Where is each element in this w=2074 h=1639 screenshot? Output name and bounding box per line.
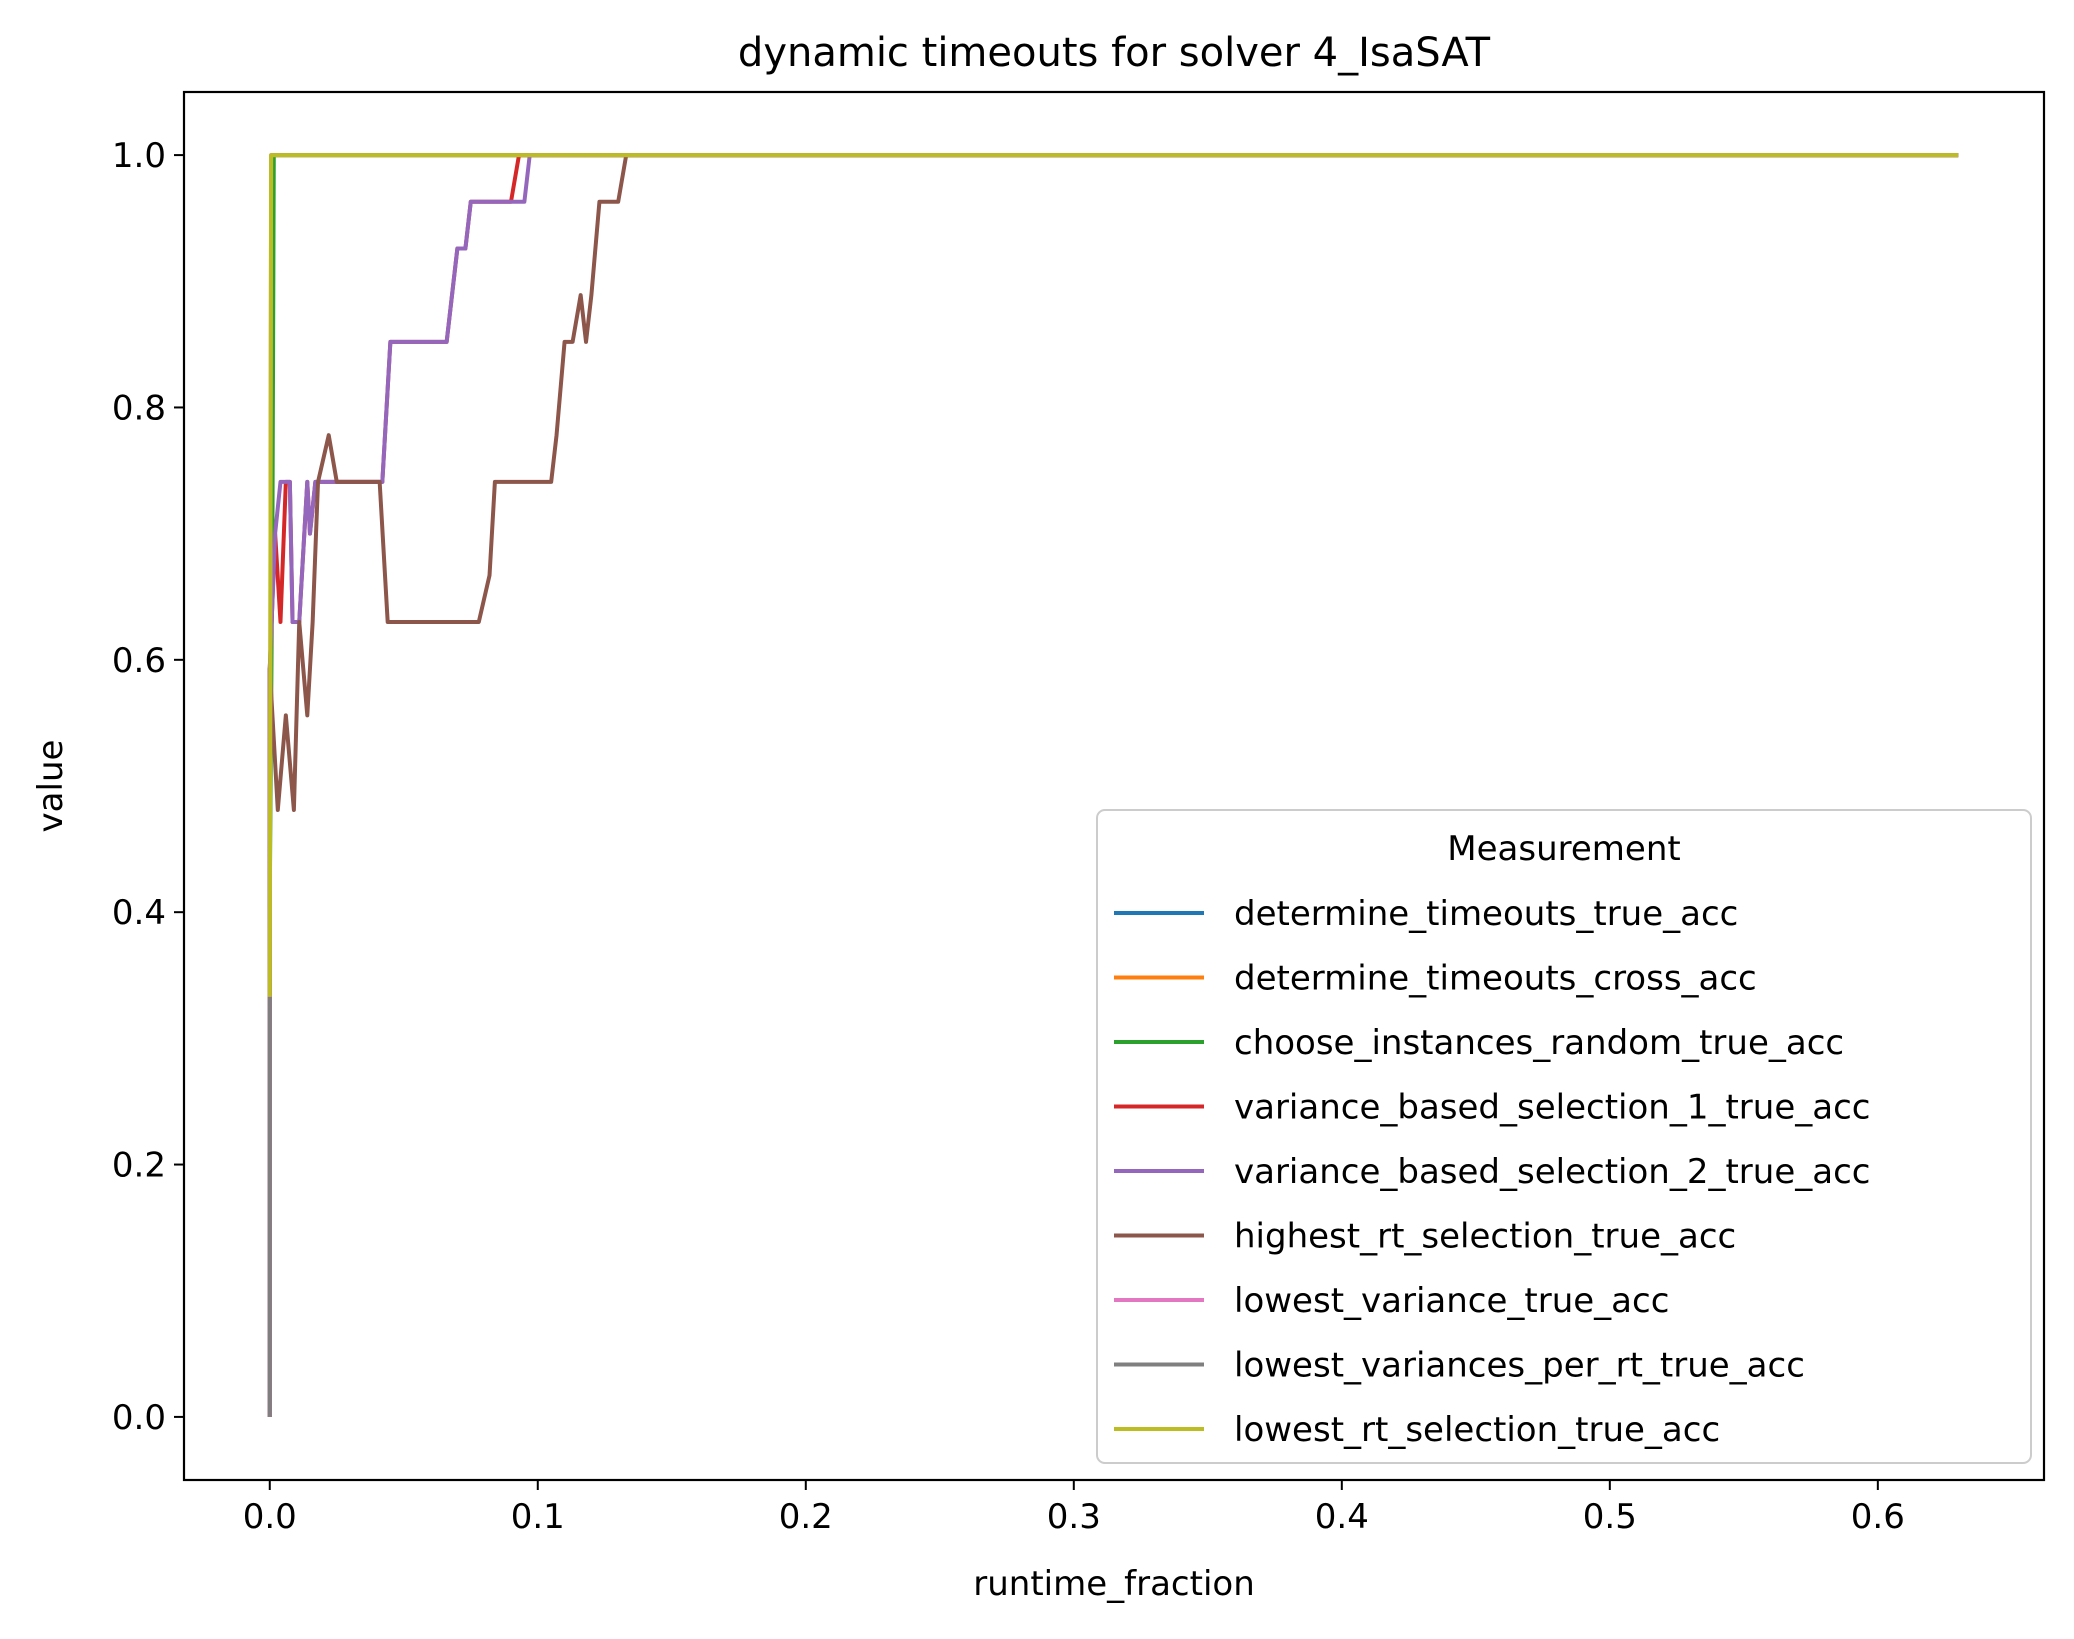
y-tick-label: 0.2 <box>112 1146 166 1186</box>
legend-label: determine_timeouts_cross_acc <box>1234 959 1757 999</box>
y-axis: 0.0 0.2 0.4 0.6 0.8 1.0 <box>112 136 184 1438</box>
x-tick-label: 0.1 <box>511 1497 565 1537</box>
legend-label: variance_based_selection_2_true_acc <box>1234 1152 1870 1192</box>
legend-entries: determine_timeouts_true_acc determine_tim… <box>1114 894 1870 1450</box>
plot-frame <box>182 90 2046 1482</box>
x-tick-label: 0.2 <box>779 1497 833 1537</box>
y-tick-label: 0.4 <box>112 893 166 933</box>
legend-label: determine_timeouts_true_acc <box>1234 894 1738 934</box>
y-tick-label: 0.6 <box>112 641 166 681</box>
x-tick-label: 0.6 <box>1851 1497 1905 1537</box>
x-tick-label: 0.5 <box>1583 1497 1637 1537</box>
legend: Measurement determine_timeouts_true_accd… <box>1096 809 2032 1464</box>
y-tick-label: 1.0 <box>112 136 166 176</box>
legend-box <box>1096 809 2032 1464</box>
y-axis-label: value <box>31 740 71 833</box>
legend-label: lowest_variances_per_rt_true_acc <box>1234 1346 1805 1386</box>
x-tick-label: 0.3 <box>1047 1497 1101 1537</box>
x-tick-label: 0.4 <box>1315 1497 1369 1537</box>
x-axis: 0.0 0.1 0.2 0.3 0.4 0.5 0.6 <box>243 1480 1905 1537</box>
series-line-highest-rt-selection-true-acc <box>267 153 1959 1417</box>
series-line-lowest-rt-selection-true-acc <box>267 153 1959 997</box>
x-tick-label: 0.0 <box>243 1497 297 1537</box>
legend-label: highest_rt_selection_true_acc <box>1234 1217 1736 1257</box>
legend-label: lowest_variance_true_acc <box>1234 1281 1669 1321</box>
y-tick-label: 0.8 <box>112 388 166 428</box>
x-axis-label: runtime_fraction <box>973 1564 1255 1604</box>
chart-title: dynamic timeouts for solver 4_IsaSAT <box>738 30 1491 76</box>
series-layer <box>267 153 1959 1417</box>
legend-label: variance_based_selection_1_true_acc <box>1234 1088 1870 1128</box>
y-tick-label: 0.0 <box>112 1398 166 1438</box>
legend-title: Measurement <box>1447 829 1680 869</box>
legend-label: lowest_rt_selection_true_acc <box>1234 1410 1720 1450</box>
series-line-variance-based-selection-2-true-acc <box>267 153 1959 1417</box>
legend-label: choose_instances_random_true_acc <box>1234 1023 1844 1063</box>
